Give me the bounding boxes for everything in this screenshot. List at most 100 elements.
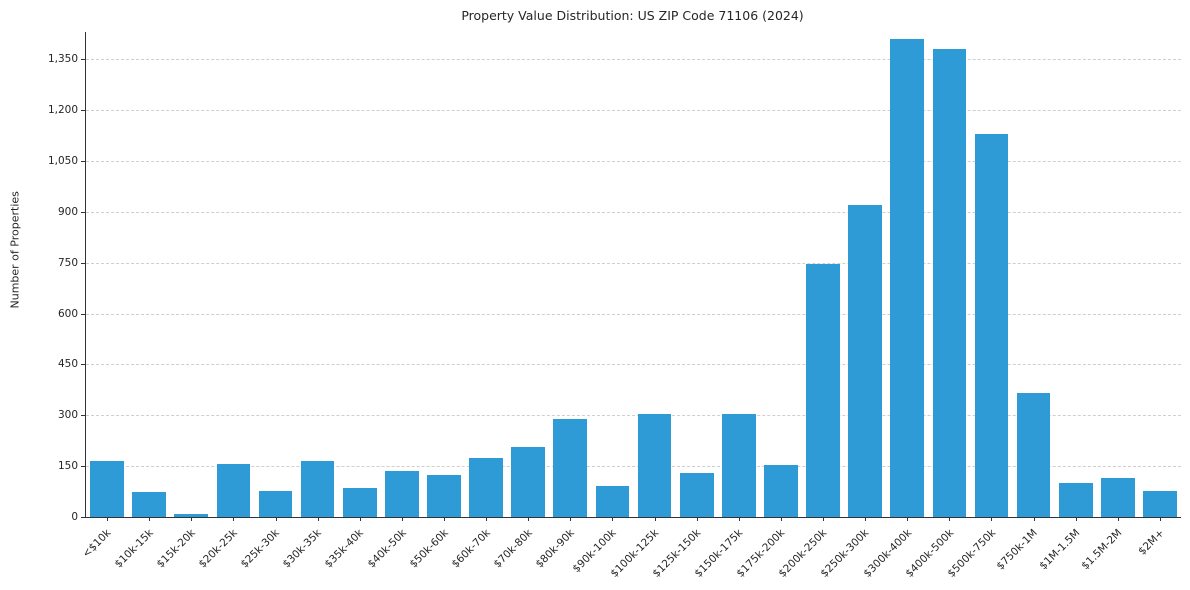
x-tick-mark [823, 517, 825, 521]
gridline [86, 160, 1181, 162]
x-tick-mark [275, 517, 277, 521]
x-tick-mark [738, 517, 740, 521]
bar [1058, 483, 1093, 517]
bar [595, 486, 630, 517]
x-tick-label: $50k-60k [407, 527, 451, 571]
x-tick-mark [486, 517, 488, 521]
x-tick-label: $70k-80k [491, 527, 535, 571]
bar [890, 38, 925, 517]
x-tick-mark [401, 517, 403, 521]
x-tick-label: $25k-30k [238, 527, 283, 571]
x-tick-mark [233, 517, 235, 521]
x-tick-label: $15k-20k [154, 527, 198, 571]
x-tick-label: $35k-40k [322, 527, 367, 571]
x-tick-label: $1.5M-2M [1079, 527, 1125, 573]
bar [132, 491, 166, 517]
y-tick-label: 1,200 [47, 104, 78, 116]
bar [90, 461, 124, 517]
bar [427, 474, 461, 517]
bar [764, 465, 798, 517]
bar [216, 464, 251, 517]
x-tick-label: $30k-35k [280, 527, 325, 571]
x-tick-label: $1M-1.5M [1036, 527, 1083, 573]
y-tick-mark [81, 517, 85, 518]
gridline [86, 466, 1181, 468]
y-tick-label: 300 [57, 409, 78, 422]
x-tick-mark [907, 517, 909, 521]
bar [258, 490, 293, 517]
x-tick-mark [949, 517, 951, 521]
x-tick-mark [443, 517, 445, 521]
y-tick-label: 0 [71, 511, 78, 523]
y-tick-label: 1,350 [47, 53, 78, 66]
x-tick-mark [991, 517, 993, 521]
x-tick-label: $80k-90k [533, 527, 577, 571]
chart-title: Property Value Distribution: US ZIP Code… [461, 8, 804, 23]
x-tick-label: $60k-70k [449, 527, 493, 571]
y-tick-label: 750 [57, 256, 78, 269]
y-tick-mark [81, 466, 85, 468]
y-tick-mark [81, 262, 85, 264]
bar [637, 413, 672, 517]
x-tick-mark [317, 517, 319, 521]
plot-area: 0 150 300 450 600 750 900 1,050 1,200 1,350 <$10k $… [48, 32, 1181, 580]
bar [848, 204, 882, 517]
y-tick-mark [81, 110, 85, 111]
gridline [86, 110, 1181, 111]
gridline [86, 313, 1181, 315]
x-tick-mark [865, 517, 867, 521]
x-tick-label: $10k-15k [112, 527, 156, 571]
y-tick-mark [81, 160, 85, 162]
x-tick-mark [149, 517, 151, 521]
x-tick-mark [1033, 517, 1035, 521]
gridline [86, 415, 1181, 417]
x-tick-label: <$10k [80, 527, 114, 561]
x-tick-mark [1159, 517, 1161, 521]
x-tick-mark [696, 517, 698, 521]
x-tick-mark [107, 517, 109, 521]
y-tick-label: 600 [57, 307, 78, 320]
x-tick-mark [1075, 517, 1077, 521]
x-tick-mark [570, 517, 572, 521]
bar [342, 488, 377, 517]
y-tick-label: 900 [57, 205, 78, 218]
x-tick-label: $2M+ [1135, 527, 1167, 558]
bar [1143, 490, 1177, 517]
y-tick-mark [81, 364, 85, 366]
gridline [86, 211, 1181, 213]
bar [1100, 478, 1135, 517]
x-tick-mark [612, 517, 614, 521]
x-tick-label: $750k-1M [994, 527, 1041, 573]
bar [300, 461, 335, 517]
x-tick-mark [528, 517, 530, 521]
bar [553, 418, 588, 517]
x-tick-mark [780, 517, 782, 521]
bar [385, 471, 419, 517]
x-tick-mark [654, 517, 656, 521]
bar [1016, 393, 1051, 517]
bar [974, 133, 1009, 517]
gridline [86, 364, 1181, 366]
x-tick-label: $20k-25k [196, 527, 240, 571]
y-tick-mark [81, 313, 85, 315]
bar [469, 457, 503, 517]
y-tick-label: 450 [57, 358, 78, 371]
bar [174, 513, 209, 517]
y-axis-label: Number of Properties [8, 191, 22, 309]
y-tick-mark [81, 211, 85, 213]
gridline [86, 59, 1181, 61]
y-tick-label: 1,050 [47, 154, 78, 167]
y-tick-label: 150 [57, 460, 78, 473]
bar [511, 447, 546, 517]
bar [806, 264, 840, 517]
y-tick-mark [81, 59, 85, 61]
x-tick-mark [359, 517, 361, 521]
gridline [86, 262, 1181, 264]
x-tick-mark [1117, 517, 1119, 521]
bar [721, 413, 756, 517]
bar [932, 48, 967, 517]
x-tick-mark [191, 517, 193, 521]
x-tick-label: $40k-50k [364, 527, 409, 571]
bar [679, 472, 714, 517]
